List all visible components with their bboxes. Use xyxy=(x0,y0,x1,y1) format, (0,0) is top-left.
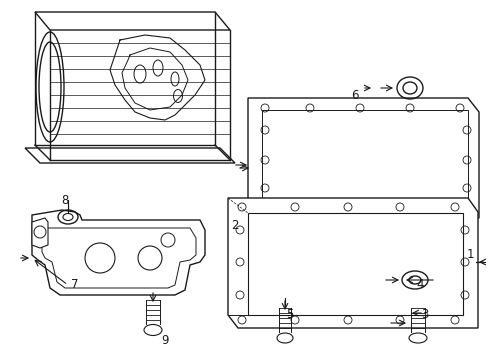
Polygon shape xyxy=(32,210,204,295)
Text: 4: 4 xyxy=(415,279,423,292)
Text: 5: 5 xyxy=(286,309,293,321)
Text: 1: 1 xyxy=(465,248,473,261)
Text: 6: 6 xyxy=(350,89,358,102)
Text: 8: 8 xyxy=(61,194,68,207)
Text: 2: 2 xyxy=(231,219,238,231)
Polygon shape xyxy=(247,98,478,218)
Polygon shape xyxy=(32,218,48,248)
Text: 7: 7 xyxy=(71,279,79,292)
Text: 3: 3 xyxy=(421,309,428,321)
Polygon shape xyxy=(227,198,477,328)
Text: 9: 9 xyxy=(161,333,168,346)
